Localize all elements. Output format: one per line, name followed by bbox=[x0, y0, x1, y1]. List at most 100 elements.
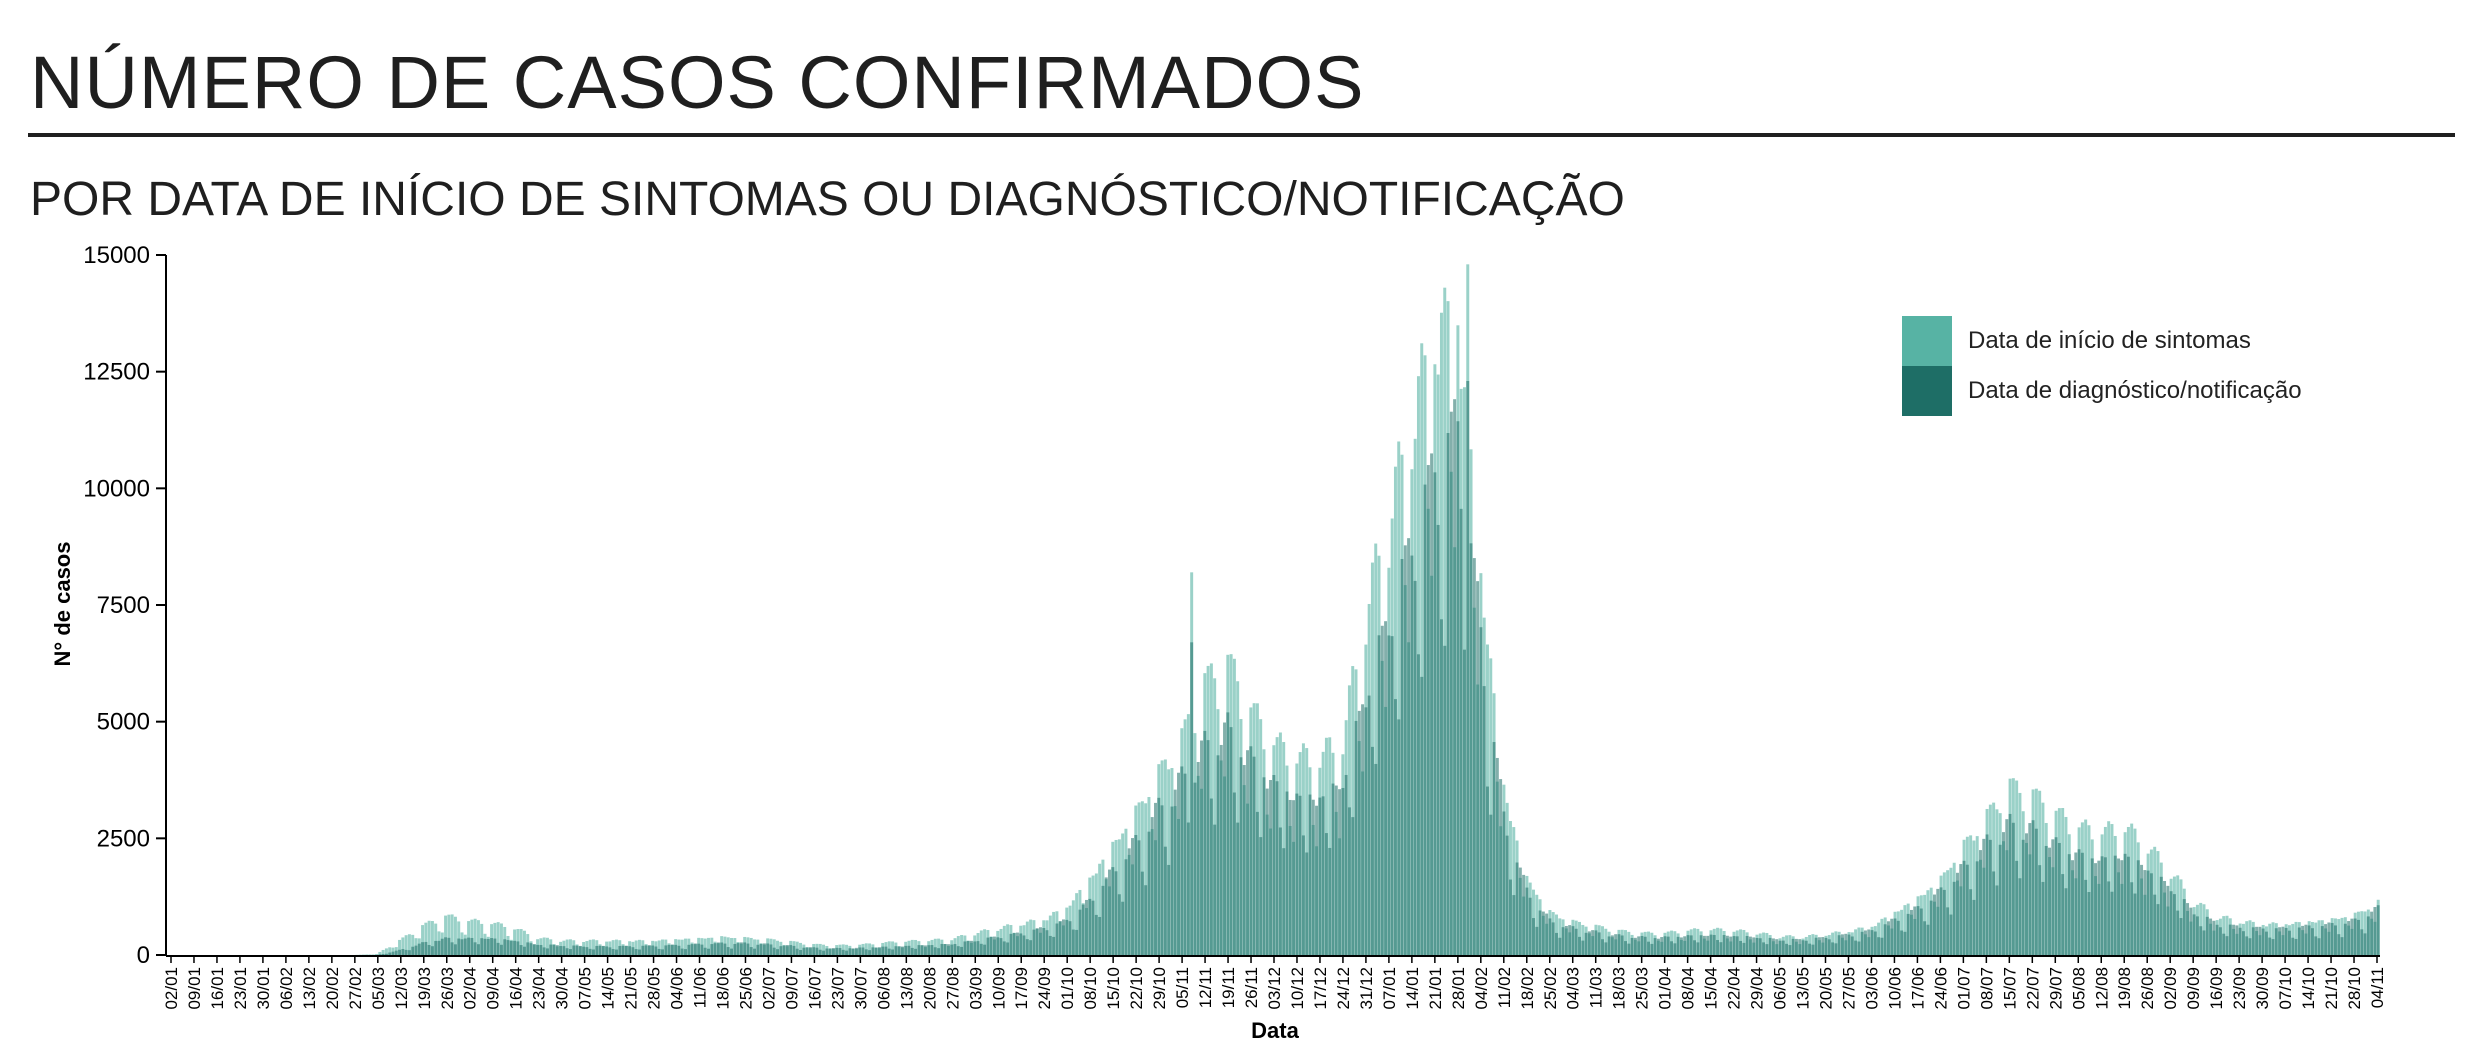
bar bbox=[1633, 937, 1637, 955]
bar bbox=[526, 942, 530, 955]
bar bbox=[641, 945, 645, 955]
bar bbox=[861, 947, 865, 955]
bar bbox=[1301, 835, 1305, 955]
bar bbox=[946, 944, 950, 955]
bar bbox=[2153, 894, 2157, 955]
bar bbox=[483, 938, 487, 955]
bar bbox=[930, 945, 934, 955]
x-tick-label: 06/08 bbox=[874, 967, 893, 1010]
bar bbox=[723, 943, 727, 955]
x-tick-label: 15/07 bbox=[2000, 967, 2019, 1010]
bar bbox=[1144, 803, 1148, 955]
bar bbox=[588, 948, 592, 955]
bar bbox=[838, 948, 842, 955]
bar bbox=[1624, 941, 1627, 955]
bar bbox=[1183, 773, 1187, 955]
bar bbox=[2110, 824, 2114, 955]
x-tick-label: 02/07 bbox=[759, 967, 778, 1010]
x-tick-label: 04/02 bbox=[1472, 967, 1491, 1010]
bar bbox=[1374, 763, 1378, 955]
bar bbox=[2156, 904, 2160, 955]
bar bbox=[1328, 737, 1332, 955]
bar bbox=[1656, 938, 1660, 955]
bar bbox=[1285, 791, 1289, 955]
bar bbox=[1015, 932, 1019, 955]
bar bbox=[753, 939, 757, 955]
bar bbox=[2133, 828, 2137, 955]
bar bbox=[1765, 944, 1769, 955]
bar bbox=[411, 934, 415, 955]
bar bbox=[1660, 937, 1664, 955]
bar bbox=[1643, 936, 1647, 955]
bar bbox=[1499, 779, 1503, 955]
bar bbox=[509, 940, 513, 955]
bar bbox=[1778, 940, 1782, 955]
bar bbox=[1939, 887, 1943, 955]
bar bbox=[1278, 827, 1282, 955]
x-tick-label: 24/06 bbox=[1931, 967, 1950, 1010]
bar bbox=[1288, 799, 1292, 955]
bar bbox=[986, 937, 990, 955]
bar bbox=[371, 954, 375, 955]
bar bbox=[1545, 913, 1549, 955]
bar bbox=[447, 914, 451, 955]
bar bbox=[1265, 788, 1269, 955]
x-tick-label: 01/10 bbox=[1058, 967, 1077, 1010]
bar bbox=[1157, 797, 1161, 955]
x-tick-label: 09/07 bbox=[782, 967, 801, 1010]
bar bbox=[1817, 937, 1821, 955]
bar bbox=[2048, 847, 2051, 955]
bar bbox=[628, 946, 632, 955]
bar bbox=[1811, 944, 1815, 955]
bar bbox=[976, 941, 980, 955]
x-tick-label: 09/09 bbox=[2184, 967, 2203, 1010]
bar bbox=[1259, 719, 1263, 955]
bar bbox=[749, 947, 753, 955]
bar bbox=[2212, 920, 2216, 955]
bar bbox=[565, 939, 569, 955]
bar bbox=[1098, 916, 1102, 955]
bar bbox=[2218, 927, 2222, 955]
bar bbox=[772, 939, 776, 955]
x-tick-label: 17/12 bbox=[1311, 967, 1330, 1010]
bar bbox=[2051, 839, 2055, 955]
bar bbox=[845, 950, 849, 955]
bar bbox=[1896, 920, 1900, 955]
bar bbox=[1972, 840, 1976, 955]
bar bbox=[1696, 942, 1700, 955]
bar bbox=[1995, 885, 1999, 955]
bar bbox=[2363, 911, 2367, 955]
bar bbox=[2199, 926, 2203, 955]
bar bbox=[730, 948, 733, 955]
bar bbox=[1601, 939, 1604, 955]
bar bbox=[1716, 940, 1720, 955]
bar bbox=[2294, 938, 2298, 955]
bar bbox=[421, 925, 425, 955]
bar bbox=[578, 945, 582, 955]
bar bbox=[2038, 865, 2042, 955]
bar bbox=[1827, 939, 1831, 955]
bar bbox=[2044, 845, 2048, 955]
bar bbox=[2363, 933, 2367, 955]
x-tick-label: 28/10 bbox=[2345, 967, 2364, 1010]
bar bbox=[677, 945, 681, 955]
series-notification-bars bbox=[378, 381, 2380, 955]
bar bbox=[1742, 942, 1746, 955]
bar bbox=[1239, 757, 1243, 955]
bar bbox=[1673, 931, 1677, 955]
bar bbox=[1374, 543, 1378, 955]
bar bbox=[983, 944, 987, 955]
bar bbox=[2202, 904, 2206, 955]
bar bbox=[611, 940, 615, 955]
bar bbox=[1154, 802, 1157, 955]
bar bbox=[651, 945, 655, 955]
bar bbox=[430, 921, 434, 955]
bar bbox=[1650, 932, 1654, 955]
bar bbox=[1492, 742, 1496, 955]
bar bbox=[1019, 933, 1023, 955]
bar bbox=[920, 945, 924, 955]
bar bbox=[559, 946, 563, 955]
bar bbox=[1272, 775, 1276, 955]
bar bbox=[2258, 926, 2262, 955]
bar bbox=[2222, 933, 2226, 955]
